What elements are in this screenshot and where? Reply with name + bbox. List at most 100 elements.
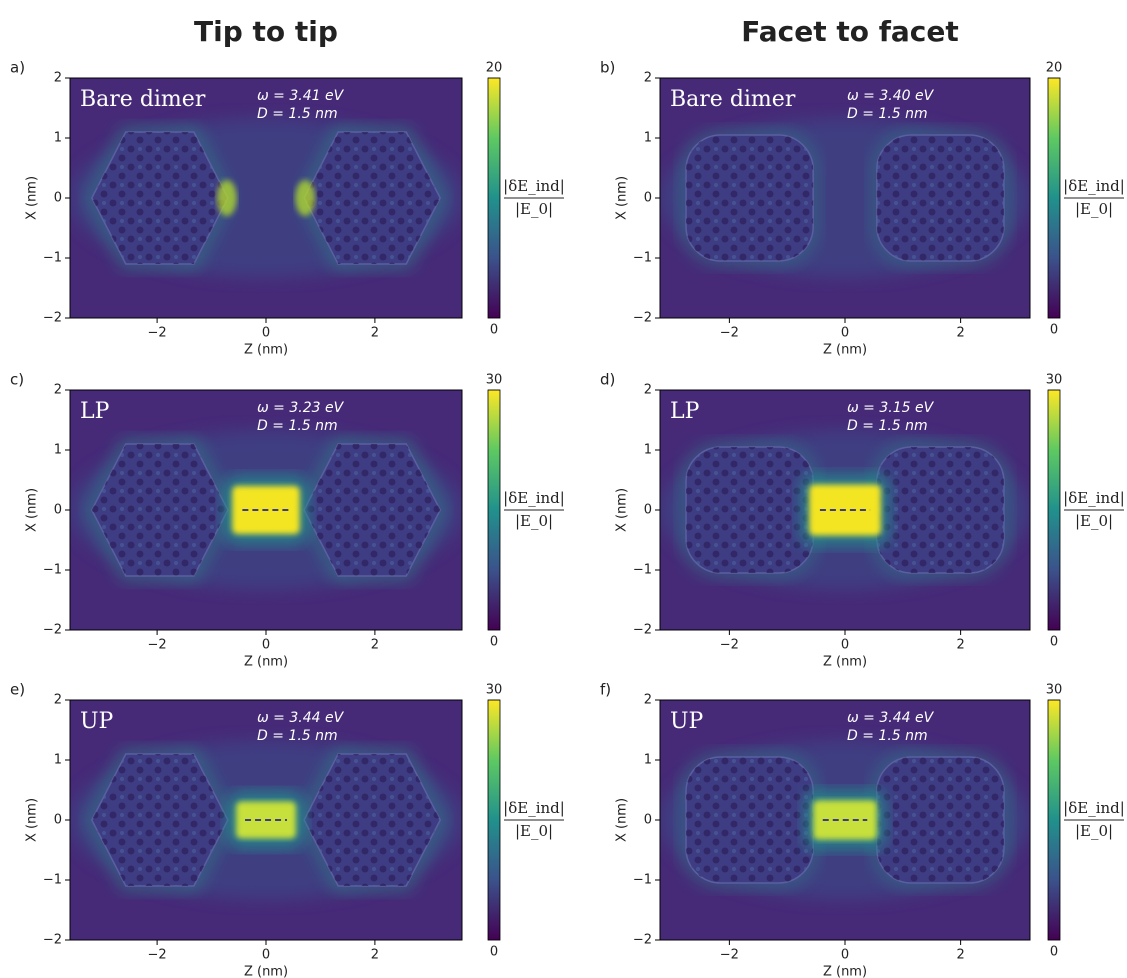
colorbar-label-numerator: |δE_ind| [503, 489, 565, 507]
x-tick-label: −2 [720, 638, 739, 653]
panel-title: LP [80, 399, 110, 424]
panel-label: a) [10, 59, 25, 77]
y-axis-label: X (nm) [25, 798, 40, 842]
panel-title: LP [670, 399, 700, 424]
x-axis-label: Z (nm) [244, 655, 288, 670]
annotation: ω = 3.44 eV [847, 710, 935, 726]
annotation: D = 1.5 nm [257, 418, 338, 434]
y-tick-label: 1 [54, 443, 62, 458]
x-tick-label: 2 [371, 638, 379, 653]
figure: Tip to tip Facet to facet −202−2−1012Z (… [0, 0, 1127, 978]
y-tick-label: 2 [644, 71, 652, 86]
y-tick-label: 2 [644, 693, 652, 708]
particle-atoms [877, 757, 1004, 883]
x-tick-label: 0 [841, 638, 849, 653]
colorbar-tick-label: 20 [486, 61, 503, 76]
x-tick-label: 2 [956, 638, 964, 653]
colorbar-tick-label: 0 [1050, 945, 1058, 960]
colorbar [1048, 700, 1060, 940]
tip-glow [217, 180, 237, 216]
y-tick-label: 0 [54, 813, 62, 828]
colorbar-tick-label: 0 [490, 945, 498, 960]
x-tick-label: 2 [371, 326, 379, 341]
colorbar [488, 390, 500, 630]
annotation: ω = 3.23 eV [257, 400, 345, 416]
y-axis-label: X (nm) [615, 488, 630, 532]
x-tick-label: 2 [956, 948, 964, 963]
y-axis-label: X (nm) [615, 176, 630, 220]
x-tick-label: 0 [262, 638, 270, 653]
annotation: ω = 3.44 eV [257, 710, 345, 726]
x-tick-label: 2 [956, 326, 964, 341]
y-tick-label: 2 [54, 693, 62, 708]
y-tick-label: −2 [43, 623, 62, 638]
colorbar-tick-label: 30 [486, 683, 503, 698]
x-tick-label: −2 [720, 948, 739, 963]
colorbar-label-denominator: |E_0| [1075, 822, 1113, 840]
y-tick-label: −2 [633, 623, 652, 638]
y-tick-label: 2 [54, 383, 62, 398]
colorbar [1048, 390, 1060, 630]
x-tick-label: −2 [148, 948, 167, 963]
annotation: ω = 3.40 eV [847, 88, 935, 104]
y-axis-label: X (nm) [25, 176, 40, 220]
annotation: D = 1.5 nm [257, 728, 338, 744]
particle-atoms [686, 757, 813, 883]
y-tick-label: 0 [644, 813, 652, 828]
y-tick-label: 1 [644, 131, 652, 146]
colorbar-label-numerator: |δE_ind| [1063, 799, 1125, 817]
heatmap [660, 700, 1030, 940]
y-tick-label: 1 [644, 443, 652, 458]
colorbar-label-numerator: |δE_ind| [503, 799, 565, 817]
y-tick-label: −2 [43, 311, 62, 326]
x-tick-label: 0 [841, 948, 849, 963]
y-tick-label: −1 [633, 873, 652, 888]
annotation: D = 1.5 nm [847, 418, 928, 434]
colorbar-tick-label: 0 [1050, 323, 1058, 338]
panel-title: UP [670, 709, 704, 734]
heatmap [660, 78, 1030, 318]
x-tick-label: 0 [841, 326, 849, 341]
y-tick-label: 0 [644, 191, 652, 206]
x-axis-label: Z (nm) [823, 343, 867, 358]
y-tick-label: −2 [43, 933, 62, 948]
panel-title: Bare dimer [670, 87, 796, 112]
x-tick-label: −2 [148, 326, 167, 341]
y-axis-label: X (nm) [25, 488, 40, 532]
y-tick-label: 0 [644, 503, 652, 518]
colorbar-tick-label: 30 [486, 373, 503, 388]
annotation: ω = 3.41 eV [257, 88, 345, 104]
panel-label: d) [600, 371, 615, 389]
annotation: D = 1.5 nm [847, 106, 928, 122]
heatmap [660, 390, 1030, 630]
x-tick-label: 0 [262, 948, 270, 963]
x-tick-label: −2 [148, 638, 167, 653]
x-tick-label: −2 [720, 326, 739, 341]
colorbar-label-denominator: |E_0| [515, 822, 553, 840]
x-axis-label: Z (nm) [244, 965, 288, 978]
panel-label: e) [10, 681, 25, 699]
x-axis-label: Z (nm) [823, 655, 867, 670]
colorbar-label-numerator: |δE_ind| [1063, 177, 1125, 195]
colorbar [488, 78, 500, 318]
annotation: D = 1.5 nm [847, 728, 928, 744]
colorbar-tick-label: 0 [490, 635, 498, 650]
y-tick-label: −2 [633, 311, 652, 326]
panel-label: b) [600, 59, 615, 77]
colorbar [1048, 78, 1060, 318]
annotation: D = 1.5 nm [257, 106, 338, 122]
y-tick-label: −1 [633, 563, 652, 578]
y-tick-label: −1 [633, 251, 652, 266]
colorbar [488, 700, 500, 940]
tip-glow [295, 180, 315, 216]
particle-atoms [686, 447, 813, 573]
y-tick-label: −1 [43, 251, 62, 266]
colorbar-label-numerator: |δE_ind| [1063, 489, 1125, 507]
colorbar-label-denominator: |E_0| [1075, 512, 1113, 530]
column-title: Facet to facet [741, 15, 959, 48]
colorbar-label-denominator: |E_0| [1075, 200, 1113, 218]
x-axis-label: Z (nm) [244, 343, 288, 358]
y-tick-label: 1 [644, 753, 652, 768]
panel-title: Bare dimer [80, 87, 206, 112]
particle-atoms [877, 447, 1004, 573]
